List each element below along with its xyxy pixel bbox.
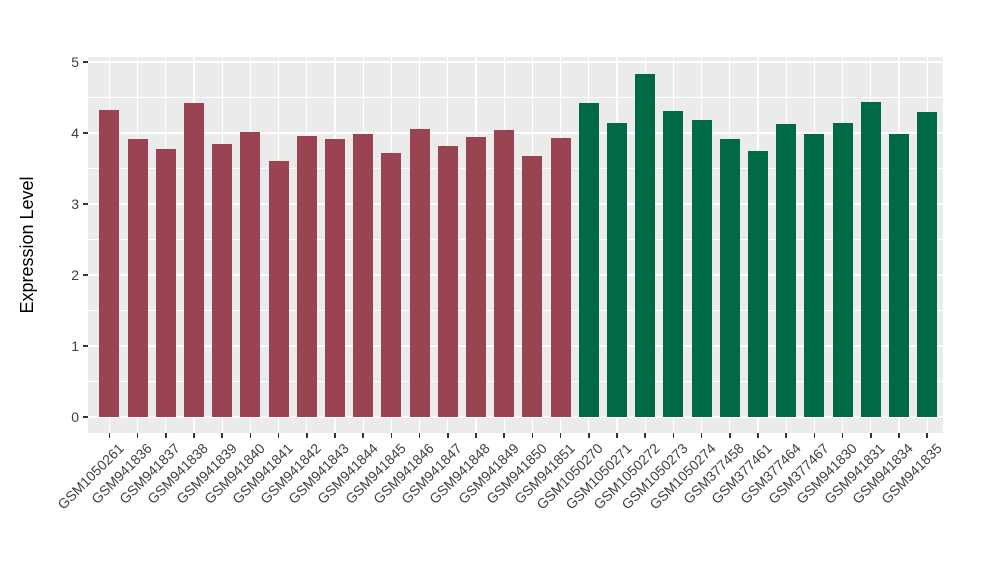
y-axis-title: Expression Level xyxy=(17,176,37,314)
bar xyxy=(607,123,627,417)
x-tick-mark xyxy=(700,433,703,438)
x-tick-mark xyxy=(136,433,139,438)
bar xyxy=(578,103,599,417)
minor-gridline xyxy=(88,97,943,98)
bar xyxy=(917,112,938,417)
major-gridline xyxy=(88,274,943,276)
x-tick-mark xyxy=(616,433,618,438)
bar xyxy=(296,135,317,417)
major-gridline xyxy=(88,345,943,347)
minor-gridline xyxy=(88,239,943,240)
bar xyxy=(99,109,120,417)
x-tick-mark xyxy=(644,433,646,438)
bar xyxy=(748,150,768,417)
major-gridline xyxy=(88,416,943,418)
bar xyxy=(889,134,909,417)
bar xyxy=(353,133,374,417)
bar xyxy=(325,139,345,417)
bar xyxy=(184,103,204,417)
bar xyxy=(522,156,543,417)
y-tick-mark xyxy=(83,132,88,134)
minor-gridline xyxy=(88,381,943,382)
x-tick-mark xyxy=(785,433,787,438)
x-tick-mark xyxy=(503,433,505,438)
major-gridline xyxy=(88,61,943,63)
bar xyxy=(268,160,289,417)
y-tick-label: 3 xyxy=(71,196,79,212)
y-tick-label: 5 xyxy=(71,54,79,70)
bar xyxy=(663,110,684,417)
y-tick-mark xyxy=(83,203,88,205)
bar xyxy=(635,74,656,417)
minor-gridline xyxy=(88,168,943,169)
x-tick-mark xyxy=(926,433,928,438)
x-tick-mark xyxy=(249,433,252,438)
y-tick-mark xyxy=(83,345,88,347)
bar xyxy=(212,143,233,417)
x-tick-mark xyxy=(531,433,534,438)
x-tick-label: GSM941835 xyxy=(763,440,945,507)
x-tick-mark xyxy=(277,433,280,438)
x-tick-mark xyxy=(447,433,449,438)
x-tick-mark xyxy=(221,433,223,438)
bar xyxy=(860,101,881,417)
bar xyxy=(240,131,261,417)
x-tick-mark xyxy=(418,433,421,438)
x-tick-mark xyxy=(334,433,336,438)
x-tick-mark xyxy=(165,433,167,438)
x-tick-mark xyxy=(757,433,759,438)
plot-panel xyxy=(88,57,943,433)
x-tick-mark xyxy=(475,433,477,438)
bar xyxy=(691,119,712,417)
bar xyxy=(437,146,458,417)
x-tick-mark xyxy=(672,433,675,438)
x-tick-mark xyxy=(729,433,731,438)
x-tick-mark xyxy=(306,433,308,438)
bar xyxy=(494,130,515,417)
x-tick-mark xyxy=(588,433,590,438)
bar xyxy=(155,148,176,417)
y-tick-mark xyxy=(83,61,88,63)
x-tick-mark xyxy=(898,433,900,438)
major-gridline xyxy=(88,132,943,134)
bar xyxy=(466,136,486,417)
bar xyxy=(550,137,571,417)
y-tick-label: 4 xyxy=(71,125,79,141)
bar xyxy=(719,139,740,417)
y-tick-label: 2 xyxy=(71,267,79,283)
x-tick-mark xyxy=(362,433,364,438)
y-tick-label: 1 xyxy=(71,338,79,354)
bar xyxy=(804,133,825,417)
bar xyxy=(776,123,797,417)
bar xyxy=(832,123,853,417)
y-tick-mark xyxy=(83,274,88,276)
x-tick-mark xyxy=(390,433,393,438)
major-gridline xyxy=(88,203,943,205)
y-tick-mark xyxy=(83,416,88,418)
bar xyxy=(381,152,402,417)
x-tick-mark xyxy=(870,433,872,438)
x-tick-mark xyxy=(559,433,562,438)
x-tick-mark xyxy=(813,433,816,438)
x-tick-mark xyxy=(841,433,844,438)
bar xyxy=(127,139,148,417)
y-tick-label: 0 xyxy=(71,409,79,425)
bar xyxy=(409,129,430,417)
minor-gridline xyxy=(88,310,943,311)
x-tick-mark xyxy=(193,433,195,438)
x-tick-mark xyxy=(108,433,111,438)
